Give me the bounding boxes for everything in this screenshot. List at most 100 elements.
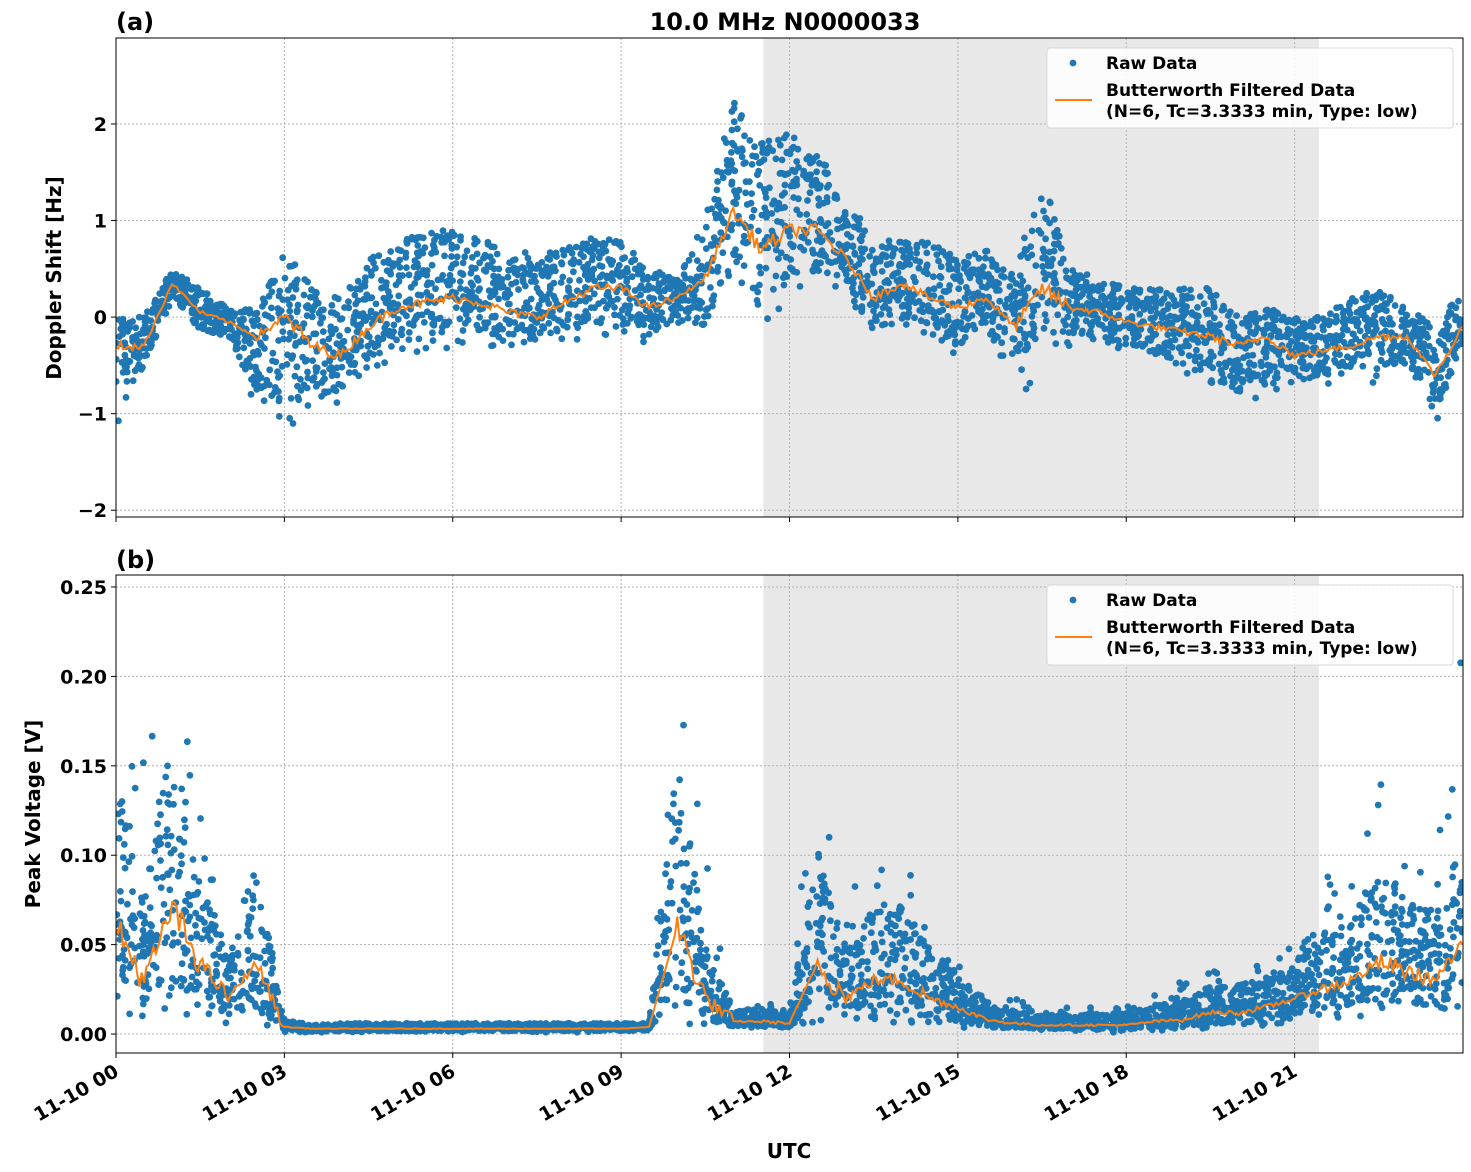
raw-data-point (121, 928, 129, 936)
raw-data-point (787, 256, 795, 263)
raw-data-point (883, 277, 891, 284)
raw-data-point (492, 285, 499, 293)
raw-data-point (117, 888, 124, 895)
raw-data-point (923, 261, 931, 269)
raw-data-point (1184, 294, 1191, 302)
raw-data-point (677, 809, 685, 817)
raw-data-point (250, 896, 257, 904)
raw-data-point (116, 835, 123, 842)
raw-data-point (116, 333, 123, 340)
raw-data-point (649, 284, 656, 292)
raw-data-point (1050, 328, 1057, 336)
raw-data-point (997, 352, 1005, 359)
raw-data-point (381, 359, 388, 367)
raw-data-point (612, 323, 620, 330)
raw-data-point (652, 273, 659, 281)
raw-data-point (147, 921, 154, 928)
raw-data-point (833, 195, 841, 202)
raw-data-point (418, 311, 426, 319)
raw-data-point (1040, 207, 1047, 215)
raw-data-point (636, 284, 643, 292)
raw-data-point (254, 375, 261, 382)
raw-data-point (186, 913, 194, 921)
raw-data-point (781, 181, 789, 189)
raw-data-point (220, 955, 228, 963)
raw-data-point (1313, 366, 1321, 374)
raw-data-point (1107, 320, 1115, 328)
raw-data-point (486, 293, 494, 301)
raw-data-point (1112, 282, 1120, 289)
raw-data-point (129, 377, 137, 385)
raw-data-point (684, 915, 692, 923)
raw-data-point (946, 282, 953, 289)
raw-data-point (475, 326, 482, 333)
raw-data-point (498, 276, 506, 283)
raw-data-point (1217, 349, 1225, 357)
raw-data-point (539, 272, 546, 279)
filtered-data-line (116, 204, 1463, 378)
y-tick-label: 2 (94, 114, 107, 136)
raw-data-point (1114, 324, 1121, 332)
raw-data-point (868, 246, 876, 254)
raw-data-point (687, 275, 694, 283)
raw-data-point (154, 820, 162, 828)
raw-data-point (428, 229, 435, 237)
raw-data-point (596, 1021, 604, 1029)
raw-data-point (1047, 262, 1055, 270)
raw-data-point (693, 257, 701, 264)
raw-data-point (377, 1022, 385, 1030)
raw-data-point (604, 288, 612, 296)
raw-data-point (1030, 324, 1038, 332)
raw-data-point (683, 860, 690, 867)
panel-b-label: (b) (116, 546, 155, 574)
raw-data-point (823, 194, 831, 201)
raw-data-point (700, 977, 708, 985)
raw-data-point (428, 261, 436, 269)
raw-data-point (1179, 301, 1187, 309)
raw-data-point (666, 883, 674, 891)
raw-data-point (761, 189, 769, 196)
raw-data-point (243, 362, 251, 370)
raw-data-point (714, 263, 722, 271)
raw-data-point (1263, 321, 1271, 329)
raw-data-point (279, 254, 287, 262)
raw-data-point (250, 872, 257, 879)
raw-data-point (351, 359, 359, 367)
raw-data-point (1136, 340, 1144, 348)
raw-data-point (482, 268, 490, 275)
raw-data-point (469, 265, 477, 272)
raw-data-point (683, 999, 691, 1006)
raw-data-point (1236, 387, 1244, 395)
raw-data-point (258, 928, 266, 936)
raw-data-point (456, 278, 464, 285)
raw-data-point (1160, 295, 1168, 302)
raw-data-point (1452, 354, 1460, 362)
raw-data-point (155, 798, 163, 806)
raw-data-point (702, 223, 710, 231)
raw-data-point (487, 263, 494, 271)
raw-data-point (701, 995, 709, 1003)
raw-data-point (770, 197, 778, 205)
raw-data-point (689, 304, 696, 311)
raw-data-point (170, 783, 178, 791)
raw-data-point (239, 1006, 246, 1014)
raw-data-point (449, 261, 457, 269)
raw-data-point (699, 1010, 707, 1017)
raw-data-point (515, 286, 522, 293)
raw-data-point (1445, 322, 1452, 330)
raw-data-point (177, 852, 185, 859)
raw-data-point (131, 784, 139, 792)
raw-data-point (146, 865, 153, 873)
raw-data-point (950, 330, 958, 338)
raw-data-point (177, 982, 185, 990)
raw-data-point (1120, 322, 1127, 330)
raw-data-point (728, 226, 735, 234)
raw-data-point (1152, 292, 1160, 300)
raw-data-point (339, 382, 346, 390)
raw-data-point (598, 263, 606, 270)
raw-data-point (1347, 317, 1355, 324)
raw-data-point (1107, 328, 1115, 336)
raw-data-point (1348, 338, 1355, 346)
raw-data-point (624, 284, 632, 292)
raw-data-point (572, 243, 580, 251)
